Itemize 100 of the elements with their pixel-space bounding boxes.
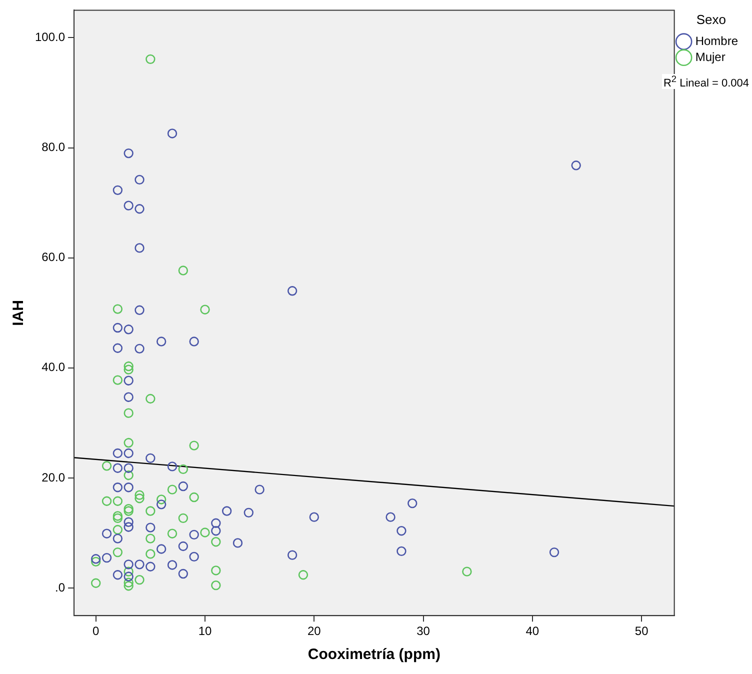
point [124,376,134,386]
point [571,160,581,170]
point [124,448,134,458]
point [167,462,178,472]
point [232,538,243,548]
point [189,336,199,346]
point [244,508,254,518]
point [178,513,188,524]
point [211,580,221,590]
point [124,470,134,480]
point [102,461,112,471]
point [134,174,144,185]
point [167,560,178,570]
point [200,528,210,538]
point [287,286,298,296]
point [298,570,308,580]
y-tick-label: 40.0 [42,360,66,374]
point [124,364,134,374]
y-tick-label: 100.0 [35,30,66,44]
point [462,566,472,576]
legend-label: Mujer [695,50,726,64]
point [396,546,406,556]
point [124,392,134,402]
point [146,453,156,464]
point [124,482,134,492]
point [134,490,144,500]
point [189,530,199,540]
point [167,484,178,494]
point [102,528,112,538]
point [178,568,188,579]
point [112,343,123,353]
point [102,496,112,506]
y-tick-label: .0 [55,580,66,594]
point [124,517,134,527]
point [178,464,188,474]
point [112,570,123,580]
point [91,554,101,564]
point [124,148,134,158]
x-tick-label: 30 [416,624,430,638]
point [112,322,123,333]
x-tick-label: 20 [307,624,322,638]
point [134,494,144,504]
point [146,54,156,64]
point [102,552,112,563]
point [146,506,156,516]
y-tick-label: 20.0 [42,470,66,484]
point [254,484,264,494]
point [124,504,134,514]
point [178,481,188,492]
x-tick-label: 10 [198,624,212,638]
point [134,344,144,354]
point [178,266,188,276]
point [211,518,221,528]
point [91,556,101,567]
point [167,528,178,538]
point [222,506,232,516]
point [124,572,134,582]
point [146,562,156,572]
y-axis-title: IAH [10,300,28,326]
point [124,438,134,448]
point [112,463,123,473]
legend-title: Sexo [696,12,726,28]
y-tick-label: 80.0 [42,140,66,154]
point [156,500,166,510]
point [189,552,199,562]
point [124,566,134,576]
point [146,522,156,532]
point [146,394,156,404]
point [112,304,123,314]
point [156,494,166,504]
point [124,522,134,532]
point [211,566,221,576]
point [112,534,123,544]
point [91,578,101,588]
point [124,361,134,372]
point [408,498,418,508]
point [124,408,134,418]
point [112,496,123,506]
point [287,550,298,560]
point [112,547,123,558]
point [112,524,123,535]
point [112,185,123,196]
point [156,544,166,554]
x-tick-label: 40 [526,624,540,638]
point [124,200,134,210]
point [309,512,319,522]
point [178,541,188,552]
point [112,375,123,385]
point [124,506,134,516]
point [134,305,144,315]
point [112,482,123,492]
point [146,549,156,559]
point [124,560,134,570]
point [134,560,144,570]
y-tick-label: 60.0 [42,250,66,264]
point [112,513,123,524]
point [200,304,210,314]
point [124,324,134,334]
point [124,463,134,473]
point [189,492,199,502]
